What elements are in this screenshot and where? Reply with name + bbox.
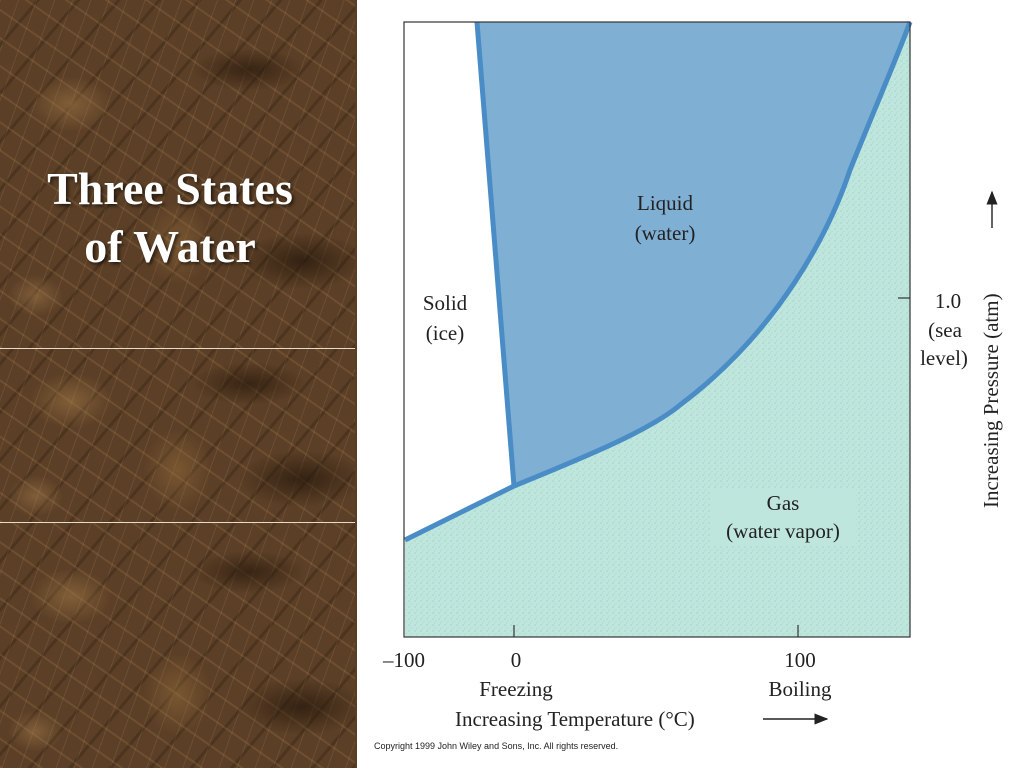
x-tick-label: –100 bbox=[382, 648, 425, 672]
gas-label-box bbox=[710, 488, 856, 546]
gas-label: Gas bbox=[767, 491, 800, 515]
y-tick-sublabel: level) bbox=[920, 346, 968, 370]
x-tick-sublabel-freezing: Freezing bbox=[479, 677, 553, 701]
liquid-gas-boundary bbox=[513, 21, 913, 489]
liquid-region bbox=[477, 22, 910, 486]
solid-sublabel: (ice) bbox=[426, 321, 464, 345]
y-tick-label: 1.0 bbox=[935, 289, 961, 313]
marble-tile-top bbox=[0, 0, 355, 349]
liquid-label: Liquid bbox=[637, 191, 693, 215]
solid-gas-boundary bbox=[403, 483, 516, 543]
marble-tile-bottom bbox=[0, 523, 355, 768]
marble-tile-middle bbox=[0, 349, 355, 523]
gas-sublabel: (water vapor) bbox=[726, 519, 840, 543]
liquid-sublabel: (water) bbox=[635, 221, 696, 245]
y-tick-sublabel: (sea bbox=[928, 318, 962, 342]
x-tick-label: 0 bbox=[511, 648, 522, 672]
left-panel: Three States of Water bbox=[0, 0, 357, 768]
x-tick-sublabel-boiling: Boiling bbox=[768, 677, 832, 701]
solid-label: Solid bbox=[423, 291, 468, 315]
solid-liquid-boundary bbox=[474, 21, 517, 487]
copyright-notice: Copyright 1999 John Wiley and Sons, Inc.… bbox=[374, 741, 619, 751]
plot-frame bbox=[403, 21, 911, 638]
gas-region bbox=[405, 22, 910, 637]
phase-diagram: Solid (ice) Liquid (water) Gas (water va… bbox=[360, 0, 1024, 768]
y-axis-label: Increasing Pressure (atm) bbox=[979, 293, 1003, 508]
slide-title: Three States of Water bbox=[47, 163, 293, 272]
x-tick-label: 100 bbox=[784, 648, 816, 672]
x-axis-label: Increasing Temperature (°C) bbox=[455, 707, 695, 731]
